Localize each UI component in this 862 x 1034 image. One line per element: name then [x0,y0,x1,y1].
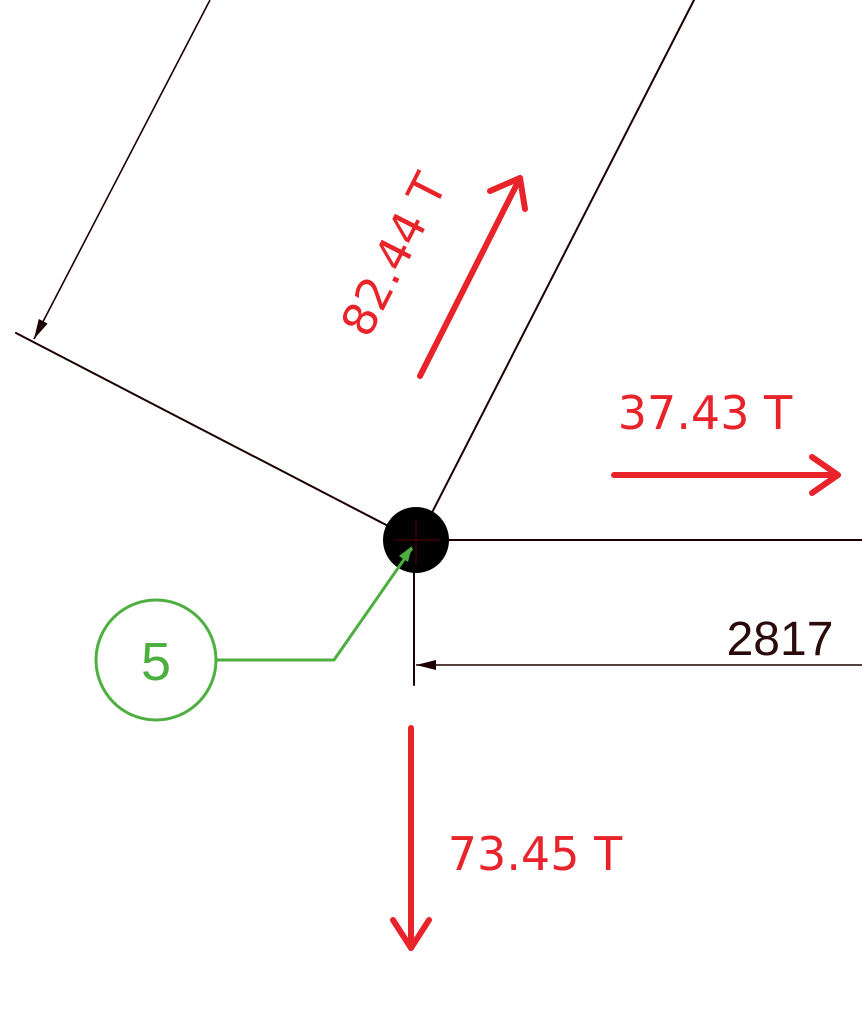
force-arrows [390,175,841,951]
dimension-value-label: 2817 [727,613,834,666]
node-marker-circle [94,598,218,722]
horizontal-force-label: 37.43 T [618,386,793,440]
joint-crosshair [395,520,440,565]
vertical-force-arrow [390,725,432,951]
node-number-label: 5 [141,632,171,692]
node-marker: 5 [94,546,414,722]
diagonal-force-arrow [417,175,528,379]
inclined-dimension-line [33,0,211,340]
dimension-lines [33,0,862,670]
inclined-member-line [15,332,393,529]
horizontal-force-arrow [611,454,841,496]
vertical-force-label: 73.45 T [448,827,623,881]
node-marker-leader [217,547,414,662]
diagonal-force-label: 82.44 T [330,164,458,345]
diagonal-member-right-edge [419,0,695,537]
node-marker-leader-arrowhead [399,546,412,562]
